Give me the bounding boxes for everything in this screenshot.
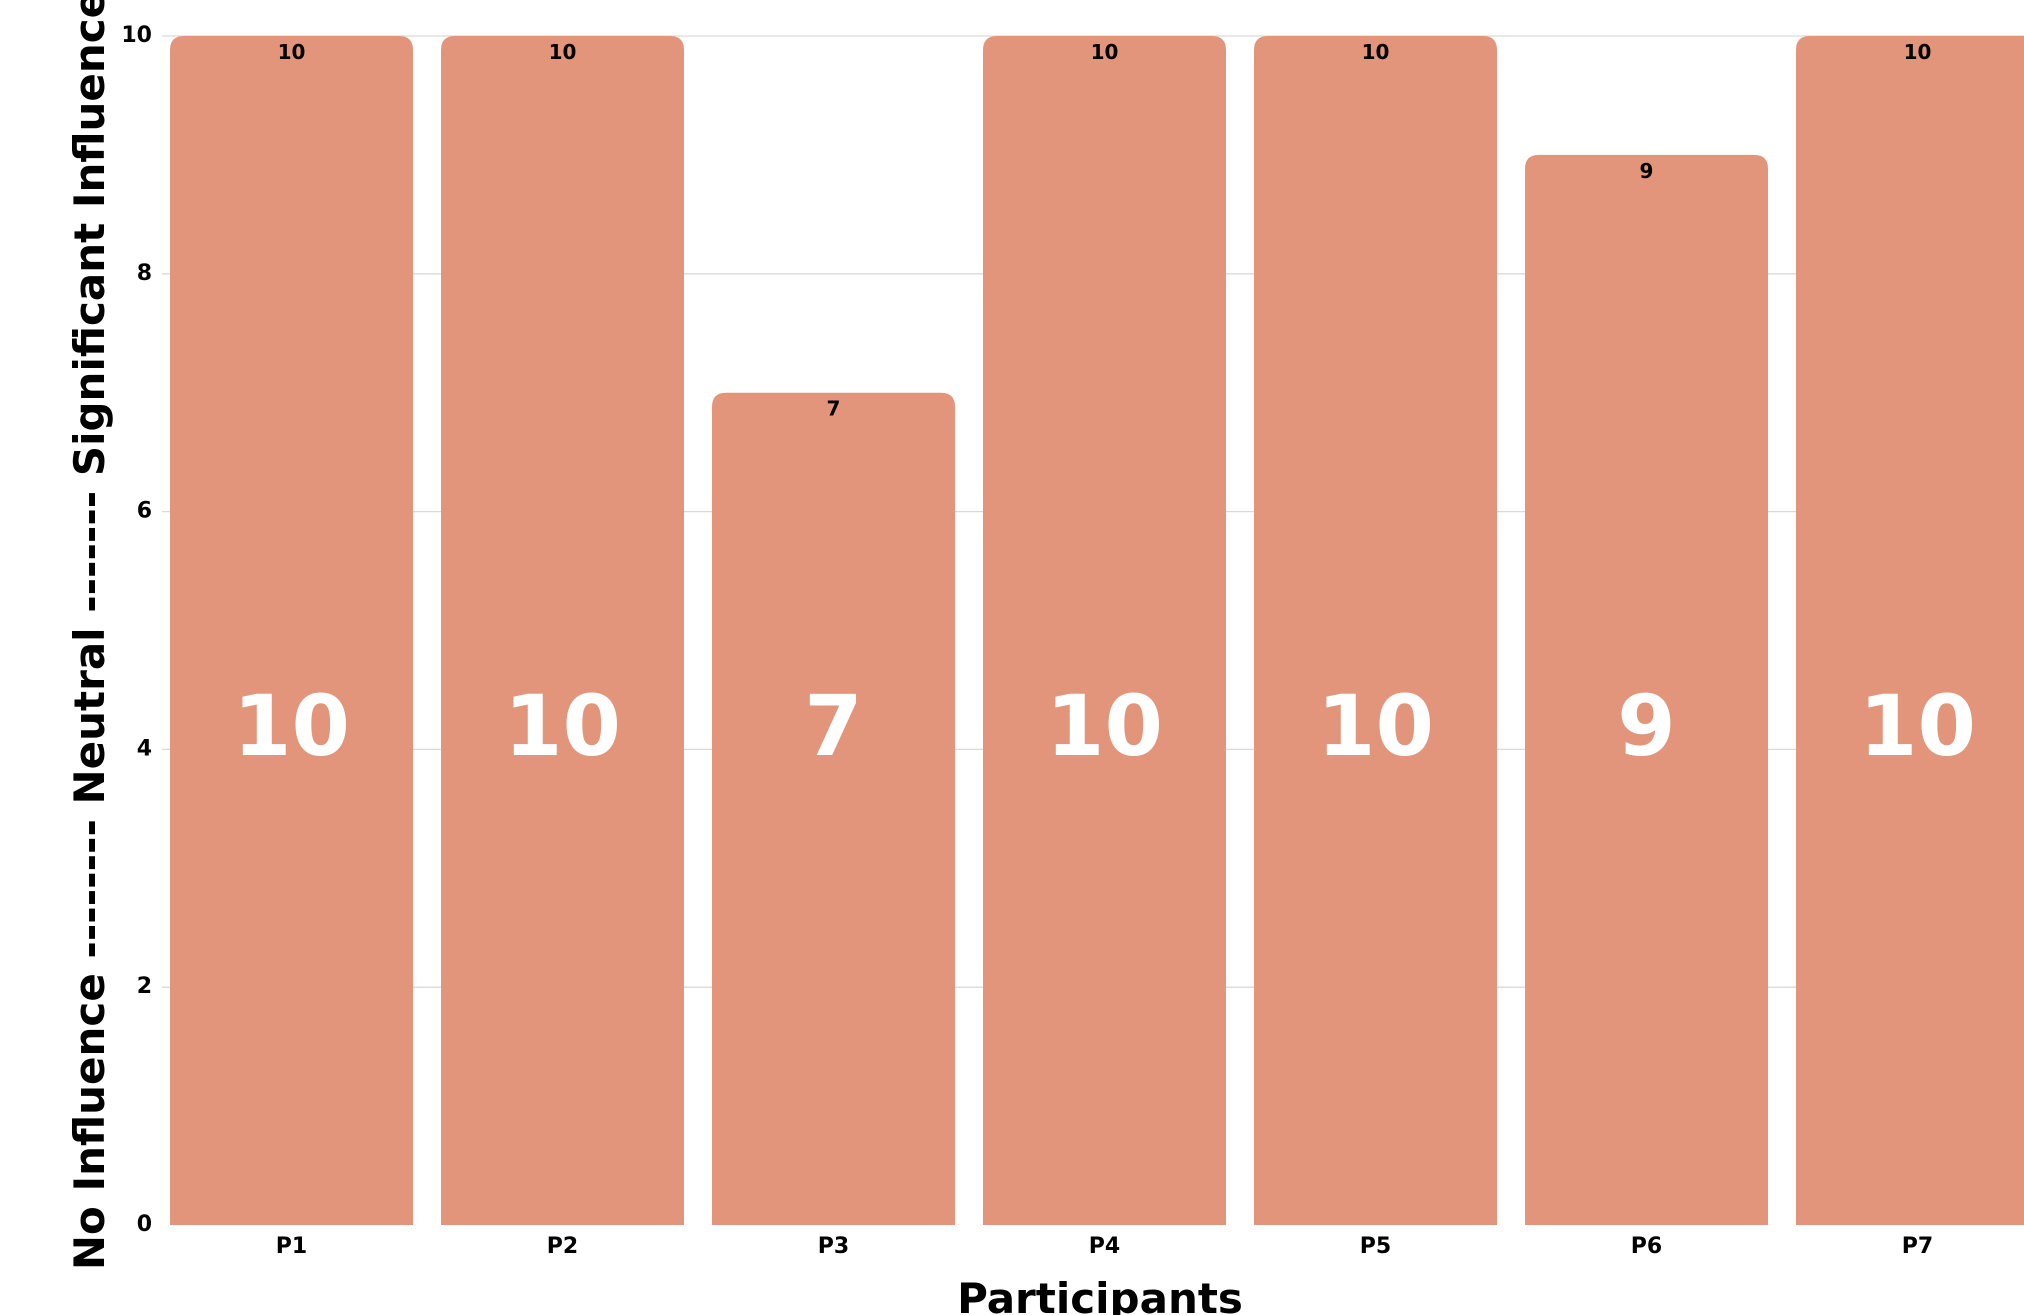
x-tick-label: P1 — [276, 1234, 307, 1259]
bar — [712, 392, 955, 1225]
y-tick-label: 2 — [137, 974, 152, 999]
bar-value-label: 10 — [549, 40, 577, 64]
bar-value-label: 10 — [278, 40, 306, 64]
bar-center-label: 10 — [1317, 677, 1434, 775]
bar-value-label: 10 — [1904, 40, 1932, 64]
x-tick-label: P3 — [818, 1234, 849, 1259]
x-axis-title: Participants — [957, 1274, 1243, 1315]
bar-center-label: 7 — [804, 677, 862, 775]
bar — [1525, 154, 1768, 1225]
bar — [170, 36, 413, 1225]
bar-value-label: 10 — [1362, 40, 1390, 64]
y-tick-label: 4 — [137, 736, 152, 761]
x-tick-label: P7 — [1902, 1234, 1933, 1259]
bar-value-label: 10 — [1091, 40, 1119, 64]
bar — [441, 36, 684, 1225]
y-tick-label: 0 — [137, 1212, 152, 1237]
y-axis-ticks: 0 2 4 6 8 10 — [121, 23, 152, 1237]
bar-center-label: 10 — [233, 677, 350, 775]
x-tick-label: P2 — [547, 1234, 578, 1259]
bar — [1254, 36, 1497, 1225]
bar-center-label: 10 — [1046, 677, 1163, 775]
x-axis-ticks: P1 P2 P3 P4 P5 P6 P7 — [276, 1234, 1933, 1259]
bar-center-label: 9 — [1617, 677, 1675, 775]
x-tick-label: P5 — [1360, 1234, 1391, 1259]
bar-center-label: 10 — [1859, 677, 1976, 775]
bars: 10 10 10 10 7 7 10 10 10 10 9 9 10 10 — [170, 36, 2024, 1225]
bar — [1796, 36, 2024, 1225]
bar-center-label: 10 — [504, 677, 621, 775]
bar — [983, 36, 1226, 1225]
bar-value-label: 7 — [827, 397, 841, 421]
y-tick-label: 8 — [137, 261, 152, 286]
y-tick-label: 10 — [121, 23, 152, 48]
x-tick-label: P4 — [1089, 1234, 1120, 1259]
x-tick-label: P6 — [1631, 1234, 1662, 1259]
y-tick-label: 6 — [137, 499, 152, 524]
y-axis-title: No Influence -------- Neutral ------- Si… — [65, 0, 114, 1270]
bar-value-label: 9 — [1640, 159, 1654, 183]
